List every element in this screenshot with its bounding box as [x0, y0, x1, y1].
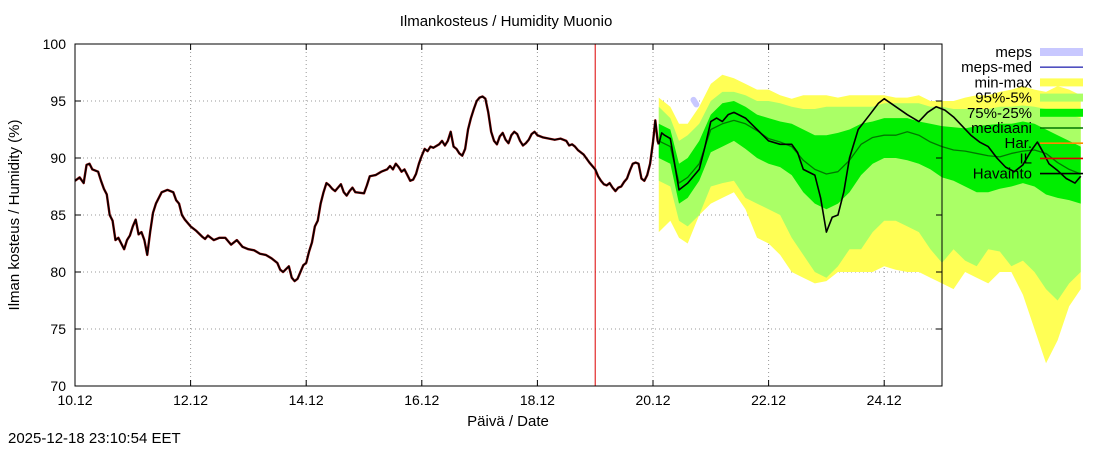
x-tick-label: 10.12	[57, 392, 92, 408]
meps-mark	[690, 96, 700, 108]
y-tick-label: 85	[50, 207, 66, 223]
x-tick-label: 22.12	[751, 392, 786, 408]
legend-label-p95_5: 95%-5%	[975, 90, 1032, 107]
x-axis-label: Päivä / Date	[467, 413, 549, 430]
timestamp: 2025-12-18 23:10:54 EET	[8, 430, 181, 447]
x-tick-label: 20.12	[635, 392, 670, 408]
legend-label-meps: meps	[995, 44, 1032, 61]
x-tick-label: 24.12	[867, 392, 902, 408]
x-tick-label: 12.12	[173, 392, 208, 408]
havainto-forecast-line	[658, 97, 1082, 233]
y-tick-label: 90	[50, 150, 66, 166]
legend-label-har: Har.	[1004, 135, 1032, 152]
x-axis: 10.12 12.12 14.12 16.12 18.12 20.12 22.12 24.12	[57, 44, 902, 408]
legend-swatch-minmax	[1040, 78, 1083, 87]
legend-label-median: mediaani	[971, 120, 1032, 137]
x-tick-label: 18.12	[520, 392, 555, 408]
line-layer	[74, 44, 1082, 386]
p75-25-band	[658, 101, 1081, 210]
y-axis: 70 75 80 85 90 95 100	[43, 36, 942, 394]
y-tick-label: 95	[50, 93, 66, 109]
legend: mepsmeps-medmin-max95%-5%75%-25%mediaani…	[961, 44, 1083, 183]
legend-label-meps_med: meps-med	[961, 59, 1032, 76]
median-line	[658, 119, 1081, 184]
legend-label-p75_25: 75%-25%	[967, 105, 1032, 122]
legend-label-minmax: min-max	[974, 74, 1032, 91]
legend-swatch-meps	[1040, 48, 1083, 56]
legend-swatch-p95_5	[1040, 93, 1083, 102]
y-tick-label: 70	[50, 378, 66, 394]
legend-label-havainto: Havainto	[973, 166, 1032, 183]
band-layer	[658, 74, 1081, 364]
observed-line	[74, 95, 660, 282]
legend-swatch-p75_25	[1040, 108, 1083, 117]
y-tick-label: 80	[50, 264, 66, 280]
x-tick-label: 16.12	[404, 392, 439, 408]
y-tick-label: 75	[50, 321, 66, 337]
observed-shade-line	[74, 95, 660, 283]
x-tick-label: 14.12	[289, 392, 324, 408]
y-tick-label: 100	[43, 36, 67, 52]
y-axis-label: Ilman kosteus / Humidity (%)	[6, 120, 23, 311]
chart-title: Ilmankosteus / Humidity Muonio	[400, 13, 613, 30]
legend-label-il: IL	[1019, 150, 1032, 167]
